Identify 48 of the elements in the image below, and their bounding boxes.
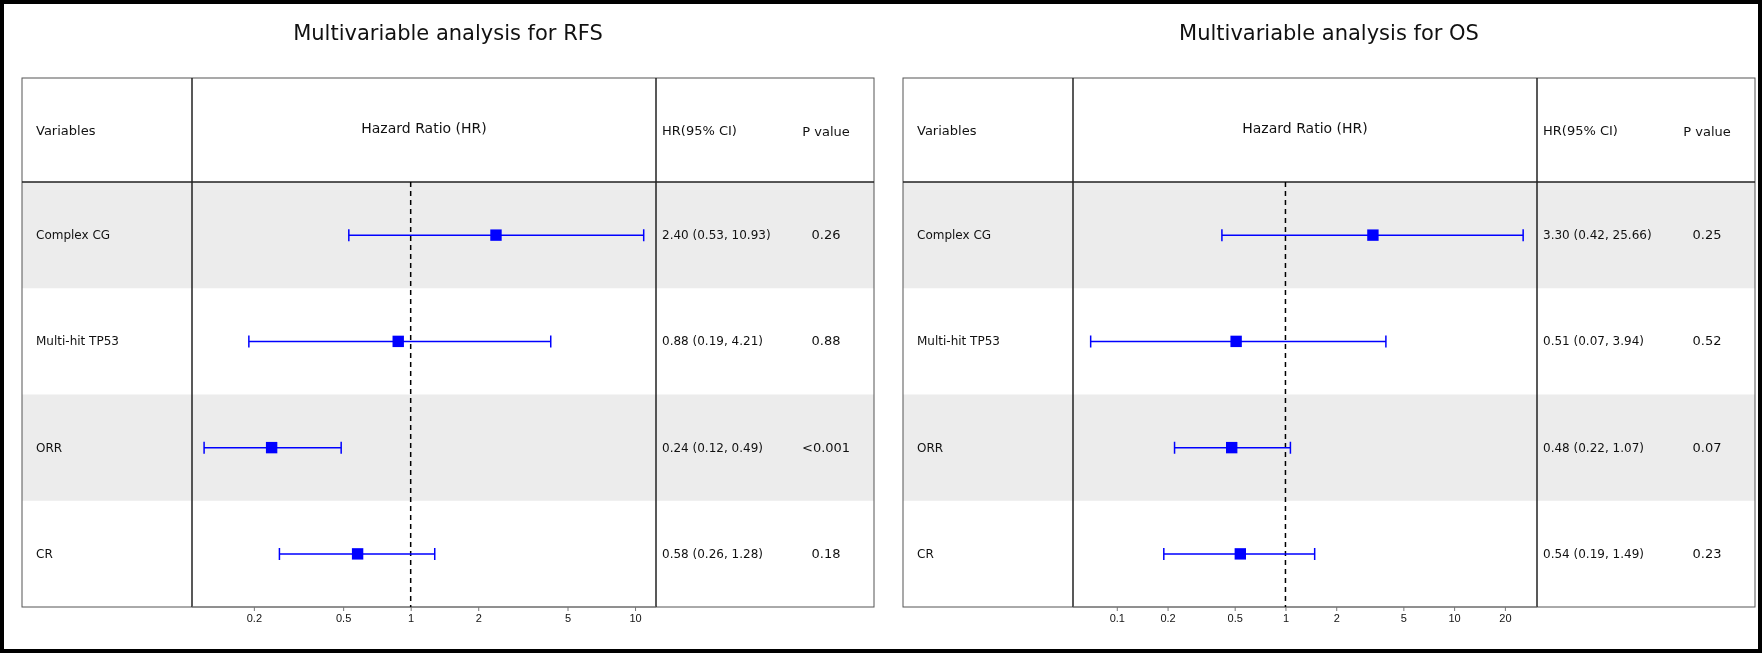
text: 0.24 (0.12, 0.49)	[662, 440, 763, 455]
x-tick-label: 10	[629, 611, 642, 624]
y-axis-title: Variables	[36, 123, 96, 138]
text: 0.48 (0.22, 1.07)	[1543, 440, 1644, 455]
x-tick-label: 0.5	[335, 611, 352, 624]
text: HR(95% CI)	[662, 123, 737, 138]
y-axis-title: Variables	[917, 123, 977, 138]
text: P value	[802, 124, 850, 139]
text: 0.54 (0.19, 1.49)	[1543, 546, 1644, 561]
text: 0.88	[811, 333, 841, 349]
y-tick-label: Multi-hit TP53	[917, 334, 1000, 349]
x-tick-label: 0.2	[246, 611, 263, 624]
text: P value	[1683, 124, 1731, 139]
y-tick-label: Multi-hit TP53	[36, 334, 119, 349]
x-tick-label: 1	[1282, 611, 1290, 624]
y-tick-label: ORR	[36, 440, 63, 455]
y-tick-label: CR	[36, 546, 53, 561]
x-tick-label: 10	[1448, 611, 1461, 624]
y-tick-label: Complex CG	[36, 228, 111, 243]
y-tick-label: CR	[917, 546, 934, 561]
x-tick-label: 1	[408, 611, 415, 624]
x-tick-label: 2	[1333, 611, 1340, 624]
text: HR(95% CI)	[1543, 123, 1618, 138]
x-tick-label: 0.1	[1109, 611, 1125, 624]
text: <0.001	[801, 439, 851, 455]
text: 3.30 (0.42, 25.66)	[1543, 228, 1652, 243]
x-axis-title: Hazard Ratio (HR)	[1242, 120, 1368, 136]
text: 2.40 (0.53, 10.93)	[662, 228, 771, 243]
chart-title: Multivariable analysis for RFS	[293, 21, 603, 45]
text: 0.26	[811, 227, 841, 243]
text: 0.25	[1692, 227, 1722, 243]
text: 0.51 (0.07, 3.94)	[1543, 334, 1644, 349]
text: 0.23	[1692, 545, 1722, 561]
x-tick-label: 0.2	[1160, 611, 1176, 624]
text: 0.52	[1692, 333, 1722, 349]
x-tick-label: 5	[564, 611, 572, 624]
y-tick-label: Complex CG	[917, 228, 992, 243]
text: 0.18	[811, 545, 841, 561]
x-tick-label: 0.5	[1227, 611, 1243, 624]
x-tick-label: 5	[1400, 611, 1407, 624]
text: 0.07	[1692, 439, 1722, 455]
text: 0.58 (0.26, 1.28)	[662, 546, 763, 561]
x-axis-title: Hazard Ratio (HR)	[361, 120, 487, 136]
text: 0.88 (0.19, 4.21)	[662, 334, 763, 349]
x-tick-label: 20	[1499, 611, 1512, 624]
x-tick-label: 2	[475, 611, 482, 624]
y-tick-label: ORR	[917, 440, 944, 455]
chart-title: Multivariable analysis for OS	[1179, 21, 1479, 45]
